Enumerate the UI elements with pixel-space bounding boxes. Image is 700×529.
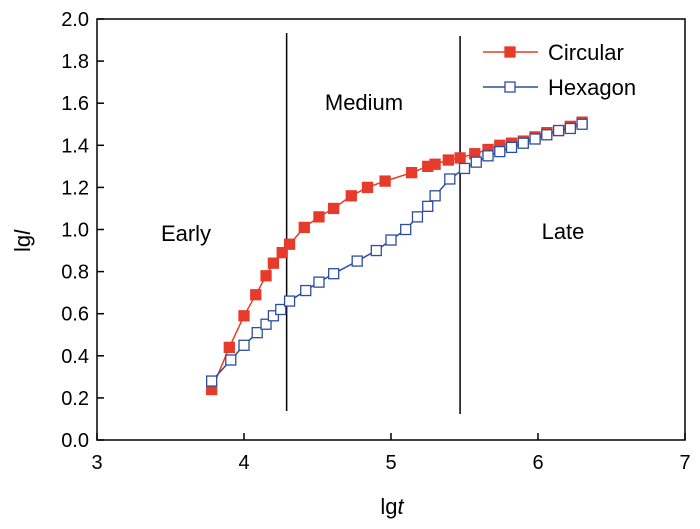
data-point	[541, 129, 553, 141]
data-point	[361, 181, 374, 194]
data-point	[251, 326, 263, 339]
y-tick-label: 1.6	[61, 93, 89, 115]
y-axis-title-variable: l	[10, 229, 35, 235]
data-point	[576, 118, 588, 130]
y-tick-label: 1.4	[61, 135, 89, 157]
data-point	[300, 284, 312, 297]
data-point	[225, 354, 237, 366]
region-label-medium: Medium	[325, 90, 403, 115]
y-tick-label: 0.2	[61, 388, 89, 410]
x-tick-label: 4	[238, 452, 249, 474]
data-point	[275, 303, 287, 316]
series-hexagon	[206, 118, 588, 387]
data-point	[411, 211, 424, 223]
x-tick-label: 7	[679, 452, 690, 474]
data-point	[313, 211, 325, 223]
legend-item-hexagon: Hexagon	[483, 75, 636, 100]
y-tick-label: 1.0	[61, 220, 89, 242]
x-tick-label: 5	[385, 452, 396, 474]
data-point	[517, 137, 529, 149]
data-point	[351, 255, 363, 267]
data-point	[454, 152, 466, 164]
data-point	[283, 238, 296, 250]
x-tick-label: 3	[91, 452, 102, 474]
data-point	[298, 221, 310, 234]
series-line	[211, 123, 583, 382]
data-point	[442, 154, 454, 166]
data-point	[223, 341, 235, 354]
x-tick-label: 6	[532, 452, 543, 474]
data-point	[250, 289, 262, 301]
data-point	[470, 156, 482, 168]
x-axis-title-variable: t	[398, 494, 405, 519]
data-point	[379, 175, 391, 187]
y-tick-label: 0.0	[61, 430, 89, 452]
data-point	[267, 257, 280, 269]
y-tick-label: 2.0	[61, 9, 89, 31]
data-point	[529, 133, 541, 145]
y-tick-label: 1.2	[61, 177, 89, 199]
x-axis-title: lgt	[380, 494, 404, 519]
data-point	[405, 167, 418, 179]
region-label-late: Late	[542, 219, 585, 244]
series-line	[211, 121, 583, 390]
data-point	[206, 375, 218, 387]
data-point	[429, 158, 441, 170]
y-axis-title: lgl	[10, 229, 35, 252]
data-point	[429, 190, 441, 202]
y-tick-label: 0.6	[61, 304, 89, 326]
data-point	[444, 173, 456, 185]
y-tick-label: 1.8	[61, 51, 89, 73]
legend-item-circular: Circular	[483, 40, 624, 65]
data-point	[458, 162, 471, 175]
data-point	[400, 223, 412, 236]
y-axis-title-prefix: lg	[10, 235, 35, 252]
data-point	[260, 318, 272, 330]
data-point	[564, 122, 576, 135]
data-point	[345, 190, 357, 202]
data-point	[505, 141, 518, 154]
legend-label: Hexagon	[548, 75, 636, 100]
data-point	[385, 234, 397, 246]
data-point	[313, 276, 325, 288]
data-point	[482, 150, 494, 162]
legend-marker	[504, 81, 516, 93]
legend-label: Circular	[548, 40, 624, 65]
legend-marker	[504, 46, 516, 58]
data-point	[267, 310, 280, 322]
y-tick-label: 0.8	[61, 262, 89, 284]
x-axis-title-prefix: lg	[380, 494, 397, 519]
region-label-early: Early	[161, 221, 211, 246]
data-point	[494, 145, 506, 158]
data-point	[328, 268, 340, 280]
data-point	[552, 124, 565, 137]
data-point	[328, 202, 340, 215]
data-point	[238, 310, 250, 322]
data-point	[260, 270, 272, 282]
series-circular	[206, 116, 588, 396]
data-point	[283, 295, 296, 307]
data-point	[276, 247, 288, 259]
data-point	[422, 200, 434, 212]
data-point	[238, 339, 250, 351]
data-point	[370, 244, 382, 257]
y-tick-label: 0.4	[61, 346, 89, 368]
